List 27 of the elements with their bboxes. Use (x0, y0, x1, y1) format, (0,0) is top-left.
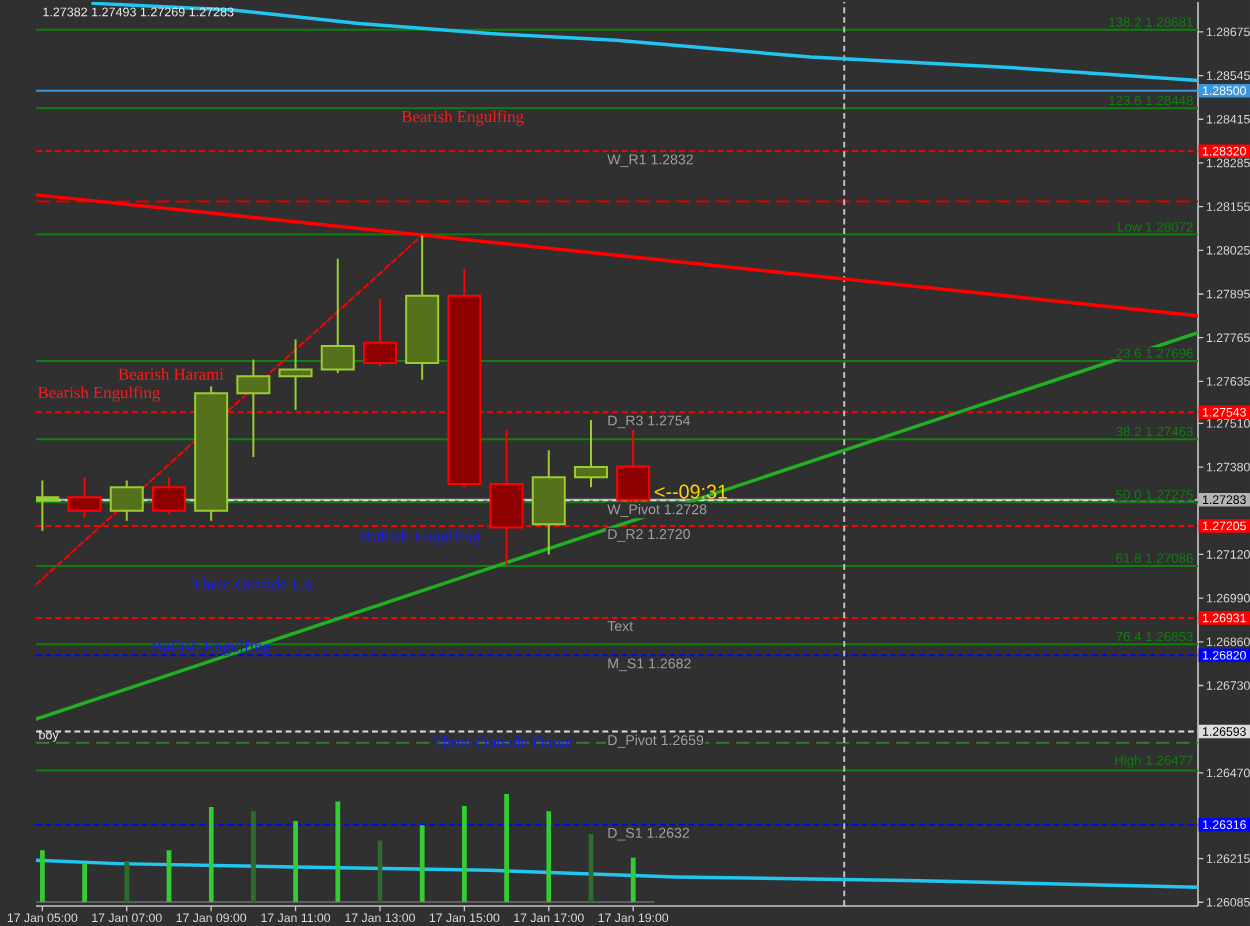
candlestick (151, 476, 186, 516)
candlestick (320, 257, 355, 374)
annotation: Three Outside Down (432, 736, 573, 748)
candlestick (278, 338, 313, 411)
bar (335, 801, 341, 902)
annotation: Bearish Engulfing (38, 386, 160, 402)
annotation: Three Outside Up (192, 578, 312, 594)
annotation: Bearish Engulfing (401, 110, 524, 126)
annotation: Bullish Engulfing (361, 530, 481, 546)
bar (630, 857, 636, 902)
candlestick (616, 428, 651, 506)
candlestick (236, 358, 271, 458)
bar (124, 860, 130, 902)
bar (40, 850, 45, 902)
annotation: Bearish Harami (118, 368, 224, 380)
bar (293, 820, 299, 902)
candlestick (109, 479, 144, 522)
bar (208, 806, 214, 902)
candlestick (531, 449, 566, 556)
bar (504, 793, 510, 902)
bar (462, 805, 467, 902)
candlestick (573, 419, 608, 489)
candlestick (67, 476, 102, 519)
bar (82, 863, 88, 902)
bar (251, 811, 256, 902)
bar (419, 825, 425, 902)
candlestick (362, 298, 397, 368)
